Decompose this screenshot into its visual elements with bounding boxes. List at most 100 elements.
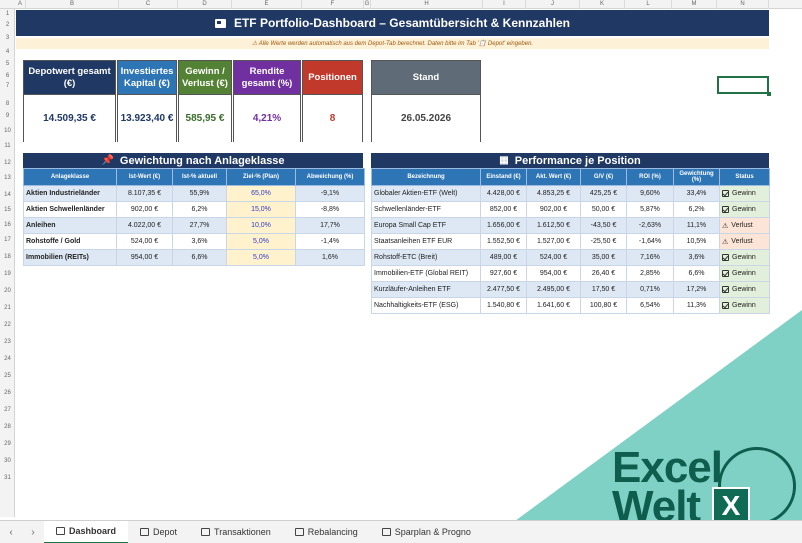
row-header-31[interactable]: 31	[4, 475, 11, 481]
row-header-4[interactable]: 4	[5, 49, 10, 55]
sheet-tab-depot[interactable]: Depot	[128, 521, 189, 543]
row-header-26[interactable]: 26	[4, 390, 11, 396]
sheet-tab-rebalancing[interactable]: Rebalancing	[283, 521, 370, 543]
column-header-h[interactable]: H	[371, 0, 483, 9]
table-cell: 11,1%	[673, 217, 720, 234]
row-header-20[interactable]: 20	[4, 288, 11, 294]
column-header-j[interactable]: J	[526, 0, 580, 9]
sheet-tab-transaktionen[interactable]: Transaktionen	[189, 521, 283, 543]
status-cell: Gewinn	[719, 281, 770, 298]
asset-class-label[interactable]: Aktien Industrieländer	[23, 185, 117, 202]
kpi-value: 14.509,35 €	[24, 95, 115, 142]
column-header-m[interactable]: M	[672, 0, 717, 9]
column-header-g[interactable]: G	[364, 0, 371, 9]
sheet-tab-sparplan[interactable]: Sparplan & Progno	[370, 521, 483, 543]
asset-class-label[interactable]: Aktien Schwellenländer	[23, 201, 117, 218]
row-header-25[interactable]: 25	[4, 373, 11, 379]
row-header-8[interactable]: 8	[5, 101, 10, 107]
column-header-a[interactable]: A	[15, 0, 26, 9]
status-text: Verlust	[731, 222, 753, 229]
column-header-k[interactable]: K	[580, 0, 625, 9]
table-cell: 8.107,35 €	[116, 185, 173, 202]
row-header-17[interactable]: 17	[4, 237, 11, 243]
table-cell: 65,0%	[226, 185, 296, 202]
warning-icon: ⚠	[722, 238, 729, 246]
table-row: Aktien Schwellenländer 902,00 €6,2% 15,0% -…	[23, 201, 365, 218]
position-name[interactable]: Rohstoff-ETC (Breit)	[371, 249, 481, 266]
column-header-b[interactable]: B	[26, 0, 119, 9]
table-cell: 4.428,00 €	[480, 185, 527, 202]
column-header-l[interactable]: L	[625, 0, 672, 9]
position-name[interactable]: Nachhaltigkeits-ETF (ESG)	[371, 297, 481, 314]
row-header-2[interactable]: 2	[5, 22, 10, 28]
sheet-tab-label: Rebalancing	[307, 527, 358, 537]
row-header-11[interactable]: 11	[4, 143, 11, 149]
row-header-15[interactable]: 15	[4, 207, 11, 213]
kpi-value: 13.923,40 €	[118, 95, 176, 142]
row-header-7[interactable]: 7	[5, 83, 10, 89]
row-header-3[interactable]: 3	[5, 35, 10, 41]
position-name[interactable]: Globaler Aktien-ETF (Welt)	[371, 185, 481, 202]
status-badge: ⚠ Verlust	[722, 238, 767, 246]
sheet-tab-dashboard[interactable]: Dashboard	[44, 520, 129, 543]
kpi-card: Stand 26.05.2026	[371, 60, 481, 142]
row-header-6[interactable]: 6	[5, 73, 10, 79]
table-cell: 10,5%	[673, 233, 720, 250]
asset-class-label[interactable]: Rohstoffe / Gold	[23, 233, 117, 250]
table-row: Staatsanleihen ETF EUR 1.552,50 €1.527,00…	[371, 233, 770, 250]
row-header-23[interactable]: 23	[4, 339, 11, 345]
row-header-9[interactable]: 9	[5, 113, 10, 119]
position-name[interactable]: Immobilien-ETF (Global REIT)	[371, 265, 481, 282]
table-row: Globaler Aktien-ETF (Welt) 4.428,00 €4.85…	[371, 185, 770, 202]
row-header-18[interactable]: 18	[4, 254, 11, 260]
position-name[interactable]: Schwellenländer-ETF	[371, 201, 481, 218]
table-cell: 100,80 €	[580, 297, 627, 314]
kpi-label: Rendite gesamt (%)	[234, 61, 300, 95]
table-cell: 1.641,60 €	[526, 297, 581, 314]
column-header-c[interactable]: C	[119, 0, 178, 9]
column-header-e[interactable]: E	[232, 0, 302, 9]
status-cell: Gewinn	[719, 265, 770, 282]
table-cell: 6,2%	[673, 201, 720, 218]
column-header-i[interactable]: I	[483, 0, 526, 9]
table-cell: -1,4%	[295, 233, 365, 250]
position-name[interactable]: Kurzläufer-Anleihen ETF	[371, 281, 481, 298]
row-header-16[interactable]: 16	[4, 222, 11, 228]
position-name[interactable]: Europa Small Cap ETF	[371, 217, 481, 234]
row-header-27[interactable]: 27	[4, 407, 11, 413]
column-header-f[interactable]: F	[302, 0, 364, 9]
next-sheet-button[interactable]: ›	[31, 526, 35, 538]
status-text: Verlust	[731, 238, 753, 245]
row-header-24[interactable]: 24	[4, 356, 11, 362]
column-header: Bezeichnung	[371, 168, 481, 186]
row-header-21[interactable]: 21	[4, 305, 11, 311]
prev-sheet-button[interactable]: ‹	[9, 526, 13, 538]
kpi-value: 4,21%	[234, 95, 300, 142]
table-cell: 902,00 €	[526, 201, 581, 218]
row-header-30[interactable]: 30	[4, 458, 11, 464]
row-header-29[interactable]: 29	[4, 441, 11, 447]
row-header-1[interactable]: 1	[5, 11, 10, 17]
table-cell: 35,00 €	[580, 249, 627, 266]
row-header-19[interactable]: 19	[4, 271, 11, 277]
table-cell: 6,6%	[172, 249, 227, 266]
asset-class-label[interactable]: Anleihen	[23, 217, 117, 234]
column-header: Ist-Wert (€)	[116, 168, 173, 186]
row-header-13[interactable]: 13	[4, 175, 11, 181]
row-header-14[interactable]: 14	[4, 192, 11, 198]
row-header-5[interactable]: 5	[5, 61, 10, 67]
watermark-logo: Excel Welt	[612, 446, 723, 529]
table-row: Rohstoffe / Gold 524,00 €3,6% 5,0% -1,4%	[23, 233, 365, 250]
selected-cell[interactable]	[717, 76, 771, 96]
column-header: Abweichung (%)	[295, 168, 365, 186]
row-header-10[interactable]: 10	[4, 128, 11, 134]
asset-class-label[interactable]: Immobilien (REITs)	[23, 249, 117, 266]
column-header-n[interactable]: N	[717, 0, 769, 9]
row-header-12[interactable]: 12	[4, 160, 11, 166]
row-header-28[interactable]: 28	[4, 424, 11, 430]
column-header-d[interactable]: D	[178, 0, 232, 9]
status-badge: Gewinn	[722, 286, 767, 293]
row-header-22[interactable]: 22	[4, 322, 11, 328]
position-name[interactable]: Staatsanleihen ETF EUR	[371, 233, 481, 250]
